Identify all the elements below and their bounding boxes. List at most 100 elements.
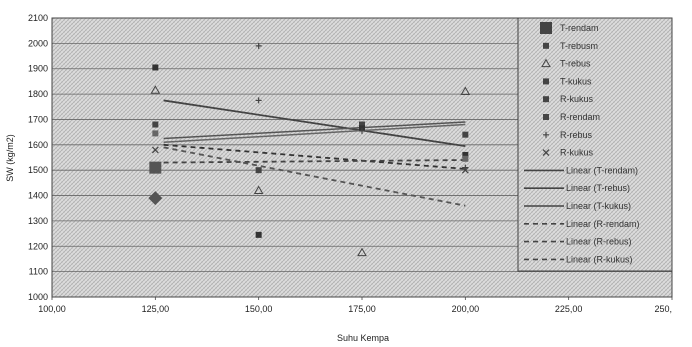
trendline-5 xyxy=(163,146,466,207)
marker-shape xyxy=(255,97,262,104)
legend-label: Linear (R-rendam) xyxy=(566,219,640,229)
legend-label: R-rendam xyxy=(560,112,600,122)
marker-shape xyxy=(357,247,367,257)
y-tick-label: 1100 xyxy=(29,267,48,277)
legend-box xyxy=(517,17,673,272)
y-tick-label: 1700 xyxy=(28,114,48,124)
x-axis-title: Suhu Kempa xyxy=(337,333,389,343)
trendline-0 xyxy=(163,99,466,147)
data-point-s2-p1 xyxy=(253,185,264,194)
legend-item-3: T-kukus xyxy=(543,76,592,86)
y-tick-label: 1500 xyxy=(28,165,48,175)
marker-shape xyxy=(152,130,159,137)
legend-marker xyxy=(543,131,549,138)
data-point-s1-p1 xyxy=(255,167,262,174)
data-point-s1-p0 xyxy=(152,121,159,128)
y-tick-label: 1400 xyxy=(28,191,48,201)
legend-item-1: T-rebusm xyxy=(543,41,598,51)
legend-marker xyxy=(540,22,552,34)
data-point-s6-p0 xyxy=(255,97,262,104)
data-point-s6-p2 xyxy=(359,127,365,134)
legend-item-11: Linear (R-rendam) xyxy=(524,219,640,229)
legend-marker xyxy=(541,58,551,68)
legend-label: Linear (T-rebus) xyxy=(566,183,630,193)
legend-label: R-kukus xyxy=(560,94,594,104)
marker-shape xyxy=(255,167,262,174)
marker-shape xyxy=(543,114,549,120)
legend-marker xyxy=(543,78,549,85)
data-point-s4-p3 xyxy=(462,151,469,158)
marker-shape xyxy=(540,22,552,34)
marker-shape xyxy=(151,146,159,154)
marker-shape xyxy=(359,121,365,128)
data-point-s1-p3 xyxy=(462,131,469,138)
trendline-1 xyxy=(163,121,466,140)
legend-item-4: R-kukus xyxy=(543,94,594,104)
marker-shape xyxy=(462,155,469,162)
trendline-3 xyxy=(163,143,466,170)
legend-label: R-rebus xyxy=(560,130,593,140)
legend-item-8: Linear (T-rendam) xyxy=(524,165,638,175)
marker-shape xyxy=(543,42,549,49)
x-tick-label: 200,00 xyxy=(452,304,480,314)
x-axis-ticks: 100,00 125,00 150,00 175,00 200,00 225,00 250, xyxy=(38,297,673,314)
marker-shape xyxy=(150,85,161,94)
y-tick-label: 2100 xyxy=(28,13,48,23)
legend-marker xyxy=(543,42,549,49)
legend: T-rendam T-rebusm T-rebus T-kukus R-kukus R-r… xyxy=(517,17,673,272)
data-point-s5-p0 xyxy=(152,130,159,137)
legend-item-2: T-rebus xyxy=(541,58,591,69)
marker-shape xyxy=(152,121,159,128)
legend-item-10: Linear (T-kukus) xyxy=(524,201,631,211)
x-tick-label: 125,00 xyxy=(142,304,170,314)
data-point-s0-p0 xyxy=(149,161,162,174)
marker-shape xyxy=(541,58,551,68)
legend-label: Linear (R-kukus) xyxy=(566,254,633,264)
marker-shape xyxy=(253,185,264,194)
marker-shape xyxy=(543,78,549,85)
data-point-s2-p3 xyxy=(460,86,471,96)
marker-shape xyxy=(152,64,159,71)
data-point-s7-p1 xyxy=(461,166,469,174)
y-tick-label: 1900 xyxy=(28,64,48,74)
legend-item-12: Linear (R-rebus) xyxy=(524,237,632,247)
marker-shape xyxy=(543,131,549,138)
data-point-s2-p0 xyxy=(150,85,161,94)
data-point-s3-p0 xyxy=(148,191,163,206)
legend-label: R-kukus xyxy=(560,148,594,158)
data-point-s7-p0 xyxy=(151,146,159,154)
legend-item-13: Linear (R-kukus) xyxy=(524,254,633,264)
legend-label: Linear (R-rebus) xyxy=(566,237,632,247)
y-tick-label: 1000 xyxy=(28,292,48,302)
marker-shape xyxy=(148,191,163,206)
marker-shape xyxy=(462,131,469,138)
legend-marker xyxy=(542,149,550,157)
data-point-s4-p1 xyxy=(255,231,262,238)
marker-shape xyxy=(542,149,550,157)
x-tick-label: 150,00 xyxy=(245,304,273,314)
y-tick-label: 2000 xyxy=(28,38,48,48)
legend-label: T-rebus xyxy=(560,59,591,69)
y-tick-label: 1300 xyxy=(28,216,48,226)
y-tick-label: 1800 xyxy=(28,89,48,99)
legend-label: T-rendam xyxy=(560,23,599,33)
marker-shape xyxy=(543,96,549,103)
legend-label: Linear (T-kukus) xyxy=(566,201,631,211)
x-tick-label: 225,00 xyxy=(555,304,583,314)
data-point-s5-p1 xyxy=(462,155,469,162)
marker-shape xyxy=(461,166,469,174)
marker-shape xyxy=(255,42,262,49)
data-point-s1-p2 xyxy=(359,121,365,128)
legend-label: T-rebusm xyxy=(560,41,598,51)
trendline-2 xyxy=(163,123,466,144)
x-tick-label: 175,00 xyxy=(348,304,376,314)
marker-shape xyxy=(462,151,469,158)
x-tick-label: 100,00 xyxy=(38,304,66,314)
y-tick-label: 1600 xyxy=(28,140,48,150)
legend-label: Linear (T-rendam) xyxy=(566,165,638,175)
legend-item-0: T-rendam xyxy=(540,22,599,34)
x-tick-label: 250, xyxy=(654,304,672,314)
marker-shape xyxy=(149,161,162,174)
legend-item-9: Linear (T-rebus) xyxy=(524,183,630,193)
